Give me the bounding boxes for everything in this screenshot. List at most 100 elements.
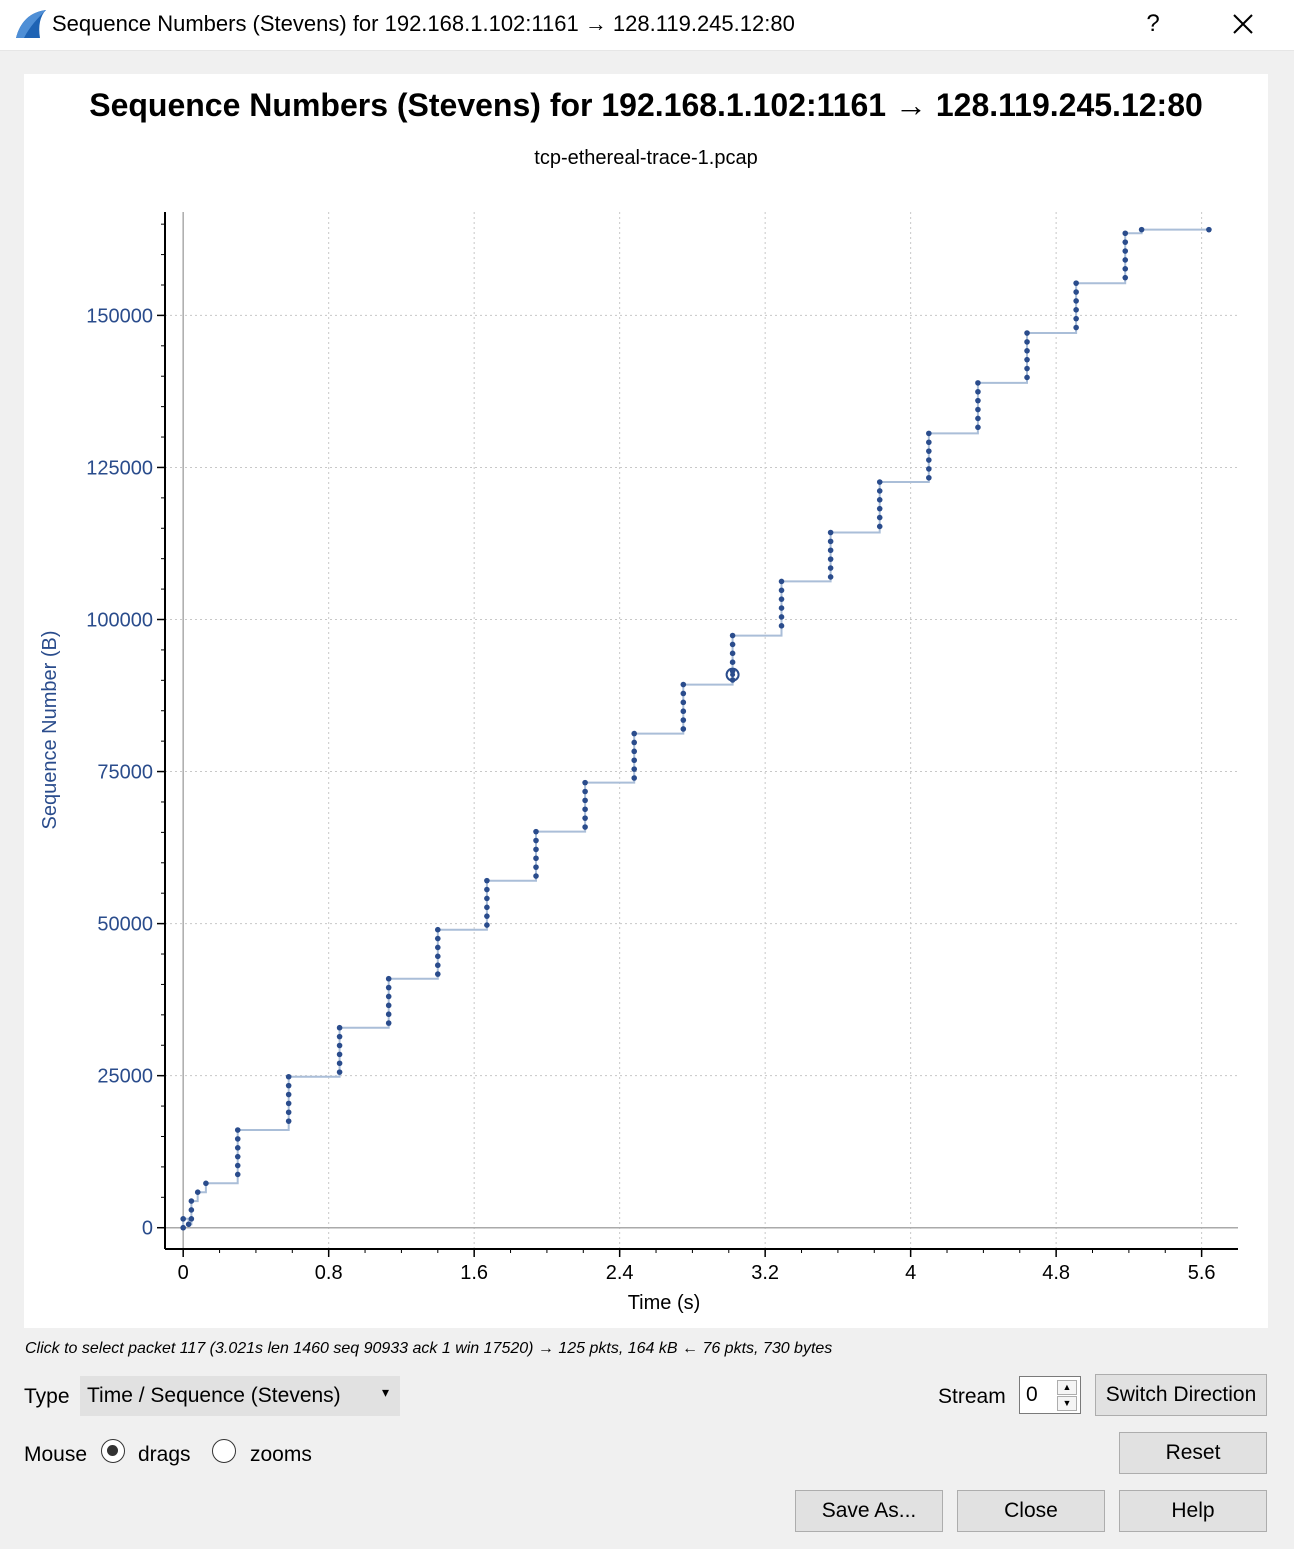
- packet-point: [336, 1024, 343, 1031]
- zooms-radio[interactable]: [212, 1439, 236, 1463]
- spin-down-icon[interactable]: ▼: [1057, 1396, 1077, 1411]
- packet-point: [385, 975, 392, 982]
- packet-point: [434, 935, 441, 942]
- type-label: Type: [24, 1385, 70, 1408]
- packet-point: [180, 1216, 186, 1222]
- packet-point: [827, 574, 834, 580]
- close-window-button[interactable]: [1220, 2, 1266, 46]
- packet-point: [582, 824, 588, 830]
- packet-point: [1073, 315, 1079, 322]
- packet-point: [484, 895, 490, 902]
- drags-label: drags: [138, 1443, 191, 1466]
- packet-point: [533, 837, 539, 844]
- packet-point: [385, 1002, 392, 1009]
- x-tick-label: 0: [178, 1262, 189, 1284]
- packet-point: [680, 708, 687, 715]
- packet-point: [1073, 289, 1079, 295]
- packet-point: [827, 556, 834, 562]
- help-title-button[interactable]: ?: [1146, 10, 1160, 37]
- packet-point: [185, 1221, 192, 1228]
- status-hint: Click to select packet 117 (3.021s len 1…: [25, 1340, 833, 1357]
- packet-point: [1073, 280, 1079, 286]
- spin-up-icon[interactable]: ▲: [1057, 1380, 1077, 1395]
- packet-point: [1024, 347, 1030, 354]
- help-button[interactable]: Help: [1119, 1490, 1267, 1532]
- axes: [164, 212, 1238, 1250]
- plot-panel[interactable]: Sequence Numbers (Stevens) for 192.168.1…: [24, 74, 1268, 1328]
- close-button[interactable]: Close: [957, 1490, 1105, 1532]
- packet-point: [1073, 307, 1079, 313]
- packet-point: [188, 1198, 195, 1204]
- x-tick-label: 1.6: [460, 1262, 488, 1284]
- packet-point: [285, 1073, 292, 1080]
- stream-label: Stream: [938, 1385, 1006, 1408]
- packet-point: [778, 623, 785, 629]
- packet-point: [975, 380, 981, 386]
- packet-point: [926, 466, 932, 472]
- packet-point: [1122, 248, 1129, 254]
- packet-point: [180, 1224, 186, 1231]
- packet-point: [1122, 266, 1129, 272]
- packet-point: [631, 739, 638, 746]
- packet-point: [1024, 374, 1030, 381]
- drags-radio[interactable]: [101, 1439, 125, 1463]
- stream-spinbox[interactable]: 0 ▲ ▼: [1019, 1376, 1081, 1414]
- packet-point: [336, 1060, 343, 1067]
- packet-point: [1122, 274, 1129, 281]
- graph-type-select[interactable]: Time / Sequence (Stevens) ▾: [80, 1376, 400, 1416]
- save-as-button[interactable]: Save As...: [795, 1490, 943, 1532]
- packet-point: [1024, 365, 1030, 372]
- packet-point: [680, 690, 687, 697]
- packet-point: [484, 877, 490, 884]
- packet-point: [975, 397, 981, 404]
- packet-point: [1024, 330, 1030, 336]
- y-tick-label: 75000: [97, 762, 153, 784]
- packet-point: [234, 1136, 241, 1142]
- packet-point: [533, 828, 539, 835]
- packet-point: [336, 1069, 343, 1075]
- selected-packet-dot: [730, 672, 736, 678]
- packet-point: [434, 962, 441, 969]
- packet-point: [680, 717, 687, 723]
- selected-packet-marker: [725, 667, 740, 682]
- packet-point: [188, 1207, 195, 1213]
- packet-point: [926, 439, 932, 446]
- packet-point: [876, 479, 883, 485]
- x-tick-label: 2.4: [606, 1262, 634, 1284]
- packet-point: [582, 815, 588, 821]
- packet-point: [680, 699, 687, 706]
- packet-point: [778, 614, 785, 620]
- sequence-plot[interactable]: Sequence Numbers (Stevens) for 192.168.1…: [24, 74, 1268, 1328]
- packet-point: [778, 605, 785, 611]
- packet-point: [876, 497, 883, 503]
- packet-point: [876, 514, 883, 521]
- packet-point: [729, 650, 736, 657]
- x-tick-label: 3.2: [751, 1262, 779, 1284]
- selected-packet-ring: [725, 667, 740, 682]
- reset-button[interactable]: Reset: [1119, 1432, 1267, 1474]
- packet-point: [876, 523, 883, 530]
- packet-point: [729, 632, 736, 639]
- stream-value: 0: [1026, 1383, 1038, 1406]
- packet-point: [827, 547, 834, 554]
- packet-point: [385, 1011, 392, 1018]
- packet-point: [1024, 356, 1030, 363]
- packet-point: [975, 388, 981, 395]
- packet-point: [336, 1033, 343, 1040]
- packet-point: [285, 1100, 292, 1107]
- chart-title: Sequence Numbers (Stevens) for 192.168.1…: [89, 87, 1203, 123]
- chevron-down-icon: ▾: [381, 1384, 389, 1400]
- switch-direction-button[interactable]: Switch Direction: [1095, 1374, 1267, 1416]
- close-icon: [1233, 14, 1253, 34]
- packet-point: [729, 659, 736, 665]
- sequence-points: [180, 226, 1212, 1231]
- packet-point: [1122, 239, 1129, 245]
- packet-point: [285, 1091, 292, 1098]
- packet-point: [631, 775, 638, 781]
- packet-point: [631, 766, 638, 772]
- packet-point: [285, 1109, 292, 1116]
- packet-point: [1073, 324, 1079, 331]
- packet-point: [336, 1051, 343, 1058]
- packet-point: [484, 886, 490, 893]
- packet-point: [194, 1189, 201, 1195]
